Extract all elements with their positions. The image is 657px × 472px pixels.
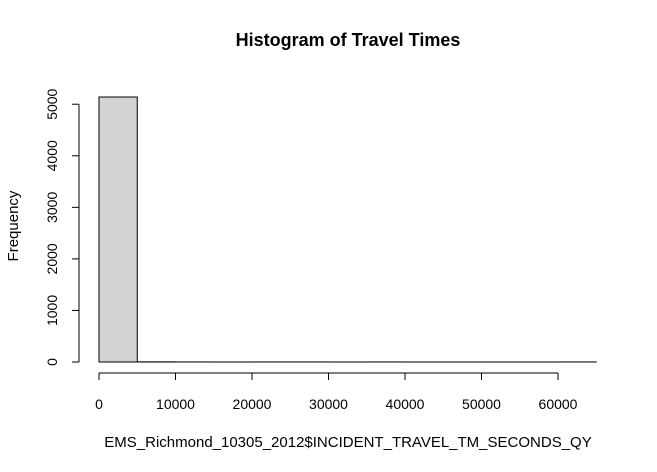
histogram-bar <box>98 96 138 363</box>
x-tick-label: 10000 <box>156 396 195 412</box>
x-tick-label: 30000 <box>309 396 348 412</box>
y-tick-label: 4000 <box>44 140 60 171</box>
y-axis: 0 1000 2000 3000 4000 5000 <box>44 88 80 366</box>
y-tick-label: 0 <box>44 358 60 366</box>
y-tick-label: 5000 <box>44 88 60 119</box>
x-tick-label: 20000 <box>233 396 272 412</box>
y-tick-label: 2000 <box>44 243 60 274</box>
x-tick-label: 50000 <box>462 396 501 412</box>
bars-group <box>98 96 597 363</box>
x-axis: 0 10000 20000 30000 40000 50000 60000 <box>95 372 578 412</box>
x-tick-label: 40000 <box>386 396 425 412</box>
chart-title: Histogram of Travel Times <box>236 30 461 50</box>
y-axis-label: Frequency <box>5 190 22 261</box>
y-tick-label: 3000 <box>44 192 60 223</box>
x-axis-label: EMS_Richmond_10305_2012$INCIDENT_TRAVEL_… <box>104 434 591 451</box>
x-tick-label: 0 <box>95 396 103 412</box>
x-tick-label: 60000 <box>539 396 578 412</box>
y-tick-label: 1000 <box>44 295 60 326</box>
